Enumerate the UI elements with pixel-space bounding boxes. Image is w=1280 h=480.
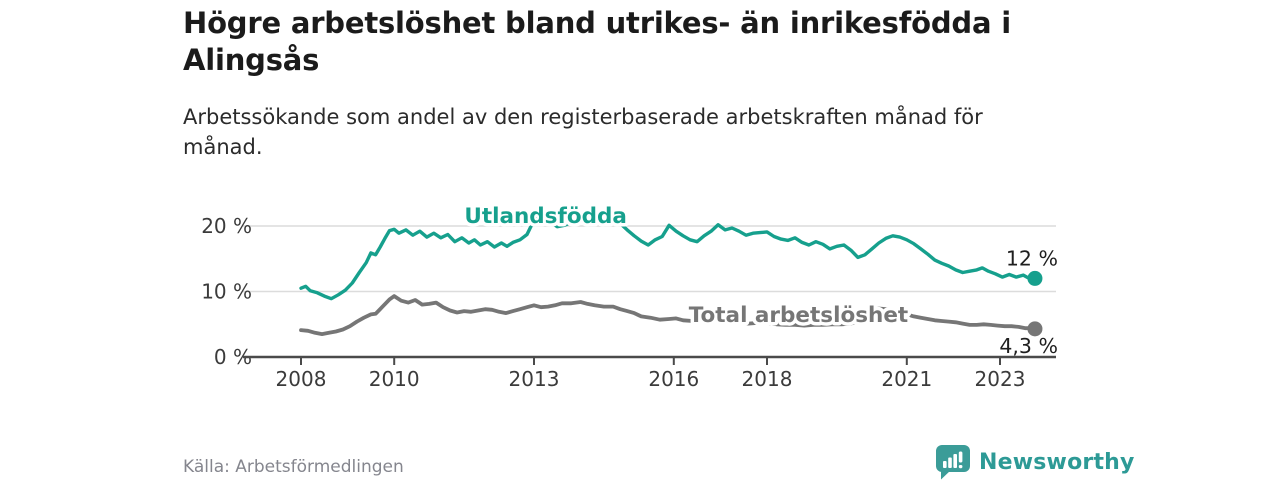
- series-label-total: Total arbetslöshet: [689, 303, 908, 328]
- chart-subtitle: Arbetssökande som andel av den registerb…: [183, 105, 983, 159]
- source-note: Källa: Arbetsförmedlingen: [183, 457, 404, 477]
- bar-chart-speech-bubble-icon: [936, 445, 970, 480]
- x-axis-tick-label: 2018: [742, 367, 793, 391]
- series-end-value-label: 4,3 %: [999, 334, 1058, 358]
- x-axis-tick-label: 2008: [276, 367, 327, 391]
- series-line-total: [299, 294, 1037, 337]
- series-label-utlandsfodda: Utlandsfödda: [464, 204, 627, 229]
- x-axis-tick-label: 2013: [509, 367, 560, 391]
- y-axis-tick-label: 20 %: [201, 214, 252, 238]
- series-end-dot-total: [1027, 321, 1043, 337]
- series-end-dot-utlandsfodda: [1027, 270, 1043, 286]
- page-title: Högre arbetslöshet bland utrikes- än inr…: [183, 6, 1011, 77]
- series-end-value-label: 12 %: [1006, 246, 1058, 270]
- y-axis-tick-label: 10 %: [201, 280, 252, 304]
- series-line-utlandsfodda: [299, 204, 1037, 301]
- x-axis-tick-label: 2021: [881, 367, 932, 391]
- x-axis-tick-label: 2010: [369, 367, 420, 391]
- x-axis-tick-label: 2016: [648, 367, 699, 391]
- brand-name: Newsworthy: [979, 450, 1135, 475]
- newsworthy-logo: Newsworthy: [936, 445, 1135, 480]
- x-axis-tick-label: 2023: [975, 367, 1026, 391]
